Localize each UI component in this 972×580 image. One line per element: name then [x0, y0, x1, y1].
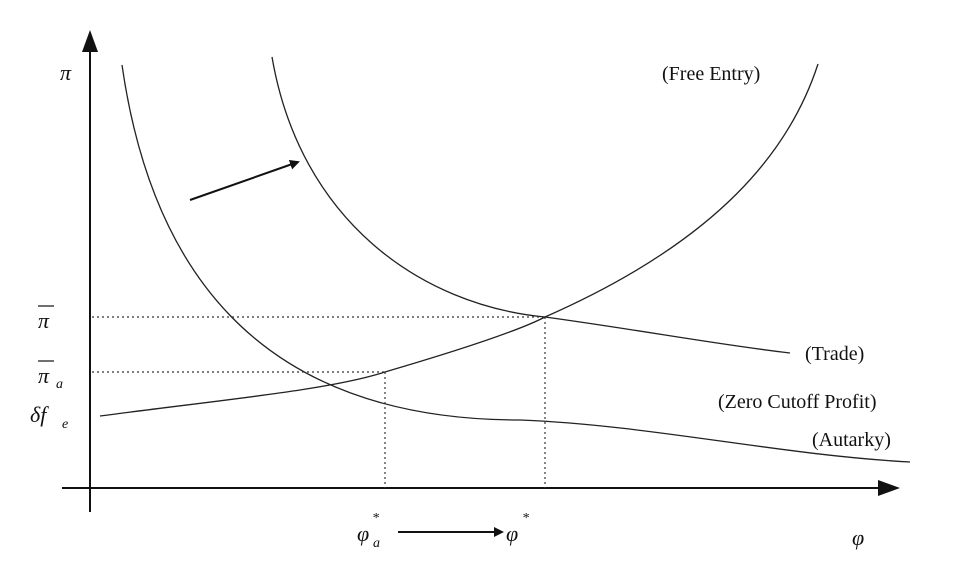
- pi-bar-a-subscript: a: [56, 377, 63, 392]
- pi-bar-a-tick-label: π a: [38, 360, 63, 392]
- x-axis-label: φ: [852, 525, 864, 550]
- delta-fe-tick-label: δf e: [30, 402, 68, 432]
- phi-a-star-tick-label: φ * a: [357, 511, 380, 551]
- autarky-zero-cutoff-curve: [121, 64, 911, 463]
- trade-label: (Trade): [805, 343, 864, 365]
- zero-cutoff-profit-label: (Zero Cutoff Profit): [718, 391, 877, 413]
- phi-a-star-subscript: a: [373, 536, 380, 551]
- pi-bar-a-symbol: π: [38, 363, 50, 388]
- delta-fe-symbol: δf: [30, 402, 49, 427]
- phi-a-star-symbol: φ: [357, 521, 369, 546]
- curve-shift-arrow: [189, 159, 300, 201]
- y-axis-label: π: [60, 60, 72, 85]
- phi-star-symbol: φ: [506, 521, 518, 546]
- pi-bar-tick-label: π: [38, 305, 54, 333]
- autarky-label: (Autarky): [812, 429, 891, 451]
- delta-fe-subscript: e: [62, 417, 68, 432]
- x-axis-arrowhead: [878, 480, 900, 496]
- free-entry-curve: [99, 63, 819, 417]
- phi-a-star-superscript: *: [372, 511, 379, 526]
- free-entry-label: (Free Entry): [662, 63, 760, 85]
- trade-zero-cutoff-curve: [271, 56, 791, 354]
- pi-bar-symbol: π: [38, 308, 50, 333]
- y-axis-arrowhead: [82, 30, 98, 52]
- phi-star-superscript: *: [522, 511, 529, 526]
- phi-star-tick-label: φ *: [506, 511, 529, 546]
